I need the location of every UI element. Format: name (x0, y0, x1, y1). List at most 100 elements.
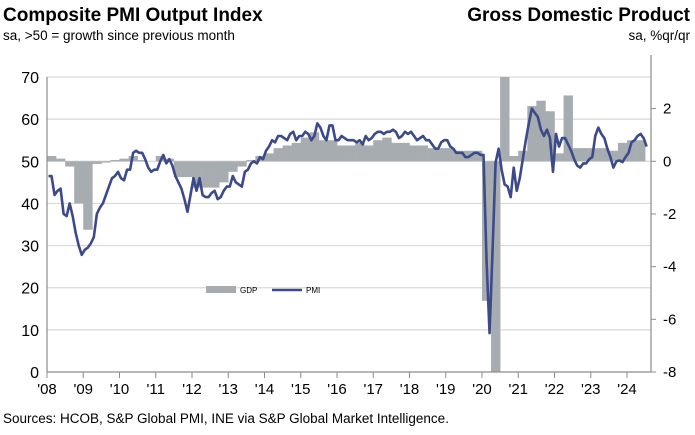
gdp-bar (554, 153, 564, 162)
gdp-bar (491, 161, 501, 372)
pmi-line-group (48, 107, 648, 335)
x-axis-tick-label: '21 (508, 381, 528, 398)
source-note: Sources: HCOB, S&P Global PMI, INE via S… (3, 411, 449, 426)
gdp-bar (119, 158, 129, 162)
gdp-bar (364, 145, 374, 162)
x-axis-tick-label: '09 (73, 381, 93, 398)
left-chart-title: Composite PMI Output Index (3, 5, 263, 26)
left-axis-tick-label: 70 (21, 70, 39, 87)
legend-gdp-label: GDP (240, 286, 257, 295)
gdp-bar (264, 153, 274, 162)
gdp-bar (83, 161, 93, 230)
gdp-bar (201, 161, 211, 188)
right-axis-tick-label: -4 (663, 259, 676, 276)
gdp-bar (219, 161, 229, 183)
x-axis-tick-label: '24 (617, 381, 637, 398)
gdp-bar (454, 150, 465, 162)
gdp-bar (228, 161, 238, 172)
x-axis-tick-label: '19 (436, 381, 456, 398)
gdp-bar (300, 137, 311, 162)
gdp-bar (509, 156, 519, 162)
left-chart-subtitle: sa, >50 = growth since previous month (3, 28, 235, 43)
gdp-bar (500, 77, 510, 162)
gdp-bar (527, 105, 537, 162)
gdp-bar (409, 145, 419, 162)
right-axis-tick-label: -6 (663, 311, 676, 328)
gdp-bar (327, 140, 338, 162)
gdp-bar (436, 148, 447, 162)
gdp-bar (617, 142, 628, 162)
gdp-bar (391, 142, 401, 162)
x-axis-tick-label: '20 (472, 381, 492, 398)
gdp-bar (563, 95, 573, 162)
gdp-bar (572, 148, 582, 162)
x-axis-tick-label: '18 (400, 381, 420, 398)
x-axis-tick-label: '10 (110, 381, 130, 398)
gdp-bar (636, 140, 646, 162)
legend-gdp-swatch (206, 286, 236, 293)
gridlines (47, 76, 651, 331)
gdp-bar (318, 140, 329, 162)
gdp-bar (47, 156, 57, 162)
x-axis-tick-label: '23 (581, 381, 601, 398)
gdp-bar (110, 159, 120, 162)
right-axis-tick-label: 0 (663, 153, 671, 170)
gdp-bar (282, 145, 292, 162)
legend-pmi-label: PMI (306, 286, 320, 295)
left-axis-tick-label: 60 (21, 112, 39, 129)
gdp-bar (56, 158, 66, 162)
gdp-bar (101, 161, 111, 163)
right-axis-tick-label: -8 (663, 364, 676, 381)
gdp-bar (173, 161, 184, 178)
left-axis-tick-label: 50 (21, 154, 39, 171)
gdp-bar (346, 145, 356, 162)
gdp-bar (400, 142, 410, 162)
left-axis-tick-label: 30 (21, 239, 39, 256)
x-axis-tick-label: '08 (37, 381, 57, 398)
gdp-bar (137, 159, 147, 162)
gdp-bar (210, 161, 220, 188)
right-chart-title: Gross Domestic Product (467, 5, 690, 26)
legend: GDP PMI (206, 286, 320, 295)
left-axis-tick-label: 40 (21, 196, 39, 213)
x-axis-tick-label: '15 (291, 381, 311, 398)
gdp-bar (608, 150, 619, 162)
x-axis-tick-label: '22 (545, 381, 565, 398)
gdp-bar (627, 140, 637, 162)
left-axis-tick-label: 0 (30, 365, 39, 382)
gdp-bar (65, 161, 75, 167)
gdp-bar (237, 161, 247, 167)
gdp-bar (74, 161, 84, 204)
gdp-bar (192, 161, 202, 188)
gdp-bars (47, 77, 646, 372)
gdp-bar (418, 145, 428, 162)
right-axis-tick-label: 2 (663, 101, 671, 118)
x-axis-tick-label: '14 (255, 381, 275, 398)
x-axis-tick-label: '12 (182, 381, 202, 398)
gdp-bar (382, 137, 392, 162)
gdp-bar (355, 142, 365, 162)
pmi-line (48, 107, 648, 335)
left-axis-tick-label: 10 (21, 323, 39, 340)
gdp-bar (92, 161, 102, 164)
x-axis-tick-label: '17 (363, 381, 383, 398)
left-axis-tick-label: 20 (21, 281, 39, 298)
right-chart-subtitle: sa, %qr/qr (628, 28, 690, 43)
gdp-bar (337, 145, 347, 162)
gdp-bar (291, 142, 302, 162)
gdp-bar (590, 148, 601, 162)
gdp-bar (445, 148, 456, 162)
gdp-bar (472, 150, 483, 162)
gdp-bar (246, 159, 256, 162)
gdp-bar (581, 148, 592, 162)
x-axis-tick-label: '16 (327, 381, 347, 398)
gdp-bar (273, 148, 283, 162)
gdp-bar (182, 161, 193, 178)
gdp-bar (599, 148, 610, 162)
gdp-bar (309, 132, 320, 162)
axes: 0 10 20 30 40 50 60 70 -8 -6 -4 -2 0 2 '08 '09 '10 '11 '12… (21, 55, 676, 398)
right-axis-tick-label: -2 (663, 206, 676, 223)
gdp-bar (427, 148, 437, 162)
x-axis-tick-label: '11 (147, 381, 165, 398)
